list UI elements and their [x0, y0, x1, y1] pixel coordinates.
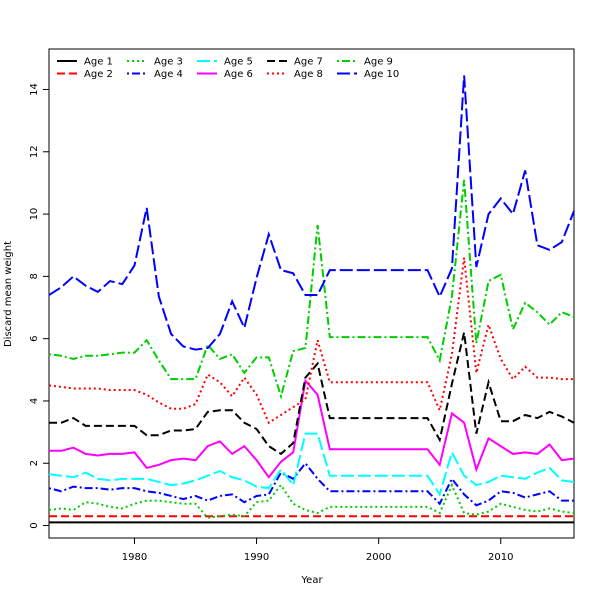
- x-tick-label-2010: 2010: [488, 552, 513, 563]
- series-line-age-6: [49, 378, 575, 479]
- legend-label-age-10: Age 10: [364, 69, 399, 80]
- legend-label-age-9: Age 9: [364, 57, 393, 68]
- y-tick-label-4: 4: [29, 398, 40, 404]
- y-tick-label-14: 14: [29, 83, 40, 96]
- y-tick-label-8: 8: [29, 273, 40, 279]
- legend-label-age-7: Age 7: [294, 57, 323, 68]
- legend-label-age-6: Age 6: [224, 69, 253, 80]
- x-tick-label-2000: 2000: [366, 552, 391, 563]
- y-tick-label-10: 10: [29, 208, 40, 221]
- series-line-age-5: [48, 432, 575, 497]
- legend-label-age-4: Age 4: [154, 69, 183, 80]
- x-axis: 1980 1990 2000 2010: [122, 538, 513, 563]
- legend-label-age-3: Age 3: [154, 57, 183, 68]
- series-line-age-8: [48, 257, 574, 425]
- series-line-age-9: [48, 179, 575, 400]
- y-tick-label-0: 0: [29, 522, 40, 528]
- plot-frame: [48, 48, 575, 539]
- x-tick-label-1980: 1980: [122, 552, 147, 563]
- series-layer: [48, 75, 575, 524]
- legend-label-age-5: Age 5: [224, 57, 253, 68]
- x-tick-label-1990: 1990: [244, 552, 269, 563]
- series-line-age-3: [48, 482, 575, 519]
- legend-label-age-2: Age 2: [84, 69, 113, 80]
- y-axis: 0 2 4 6 8 10 12 14: [29, 83, 49, 529]
- y-axis-title: Discard mean weight: [3, 241, 14, 347]
- y-tick-label-6: 6: [29, 335, 40, 341]
- series-line-age-7: [49, 332, 575, 456]
- legend-label-age-8: Age 8: [294, 69, 323, 80]
- y-tick-label-12: 12: [29, 145, 40, 158]
- y-tick-label-2: 2: [29, 460, 40, 466]
- x-axis-title: Year: [300, 575, 323, 586]
- series-line-age-4: [48, 461, 574, 507]
- legend-label-age-1: Age 1: [84, 57, 113, 68]
- series-line-age-10: [48, 75, 575, 351]
